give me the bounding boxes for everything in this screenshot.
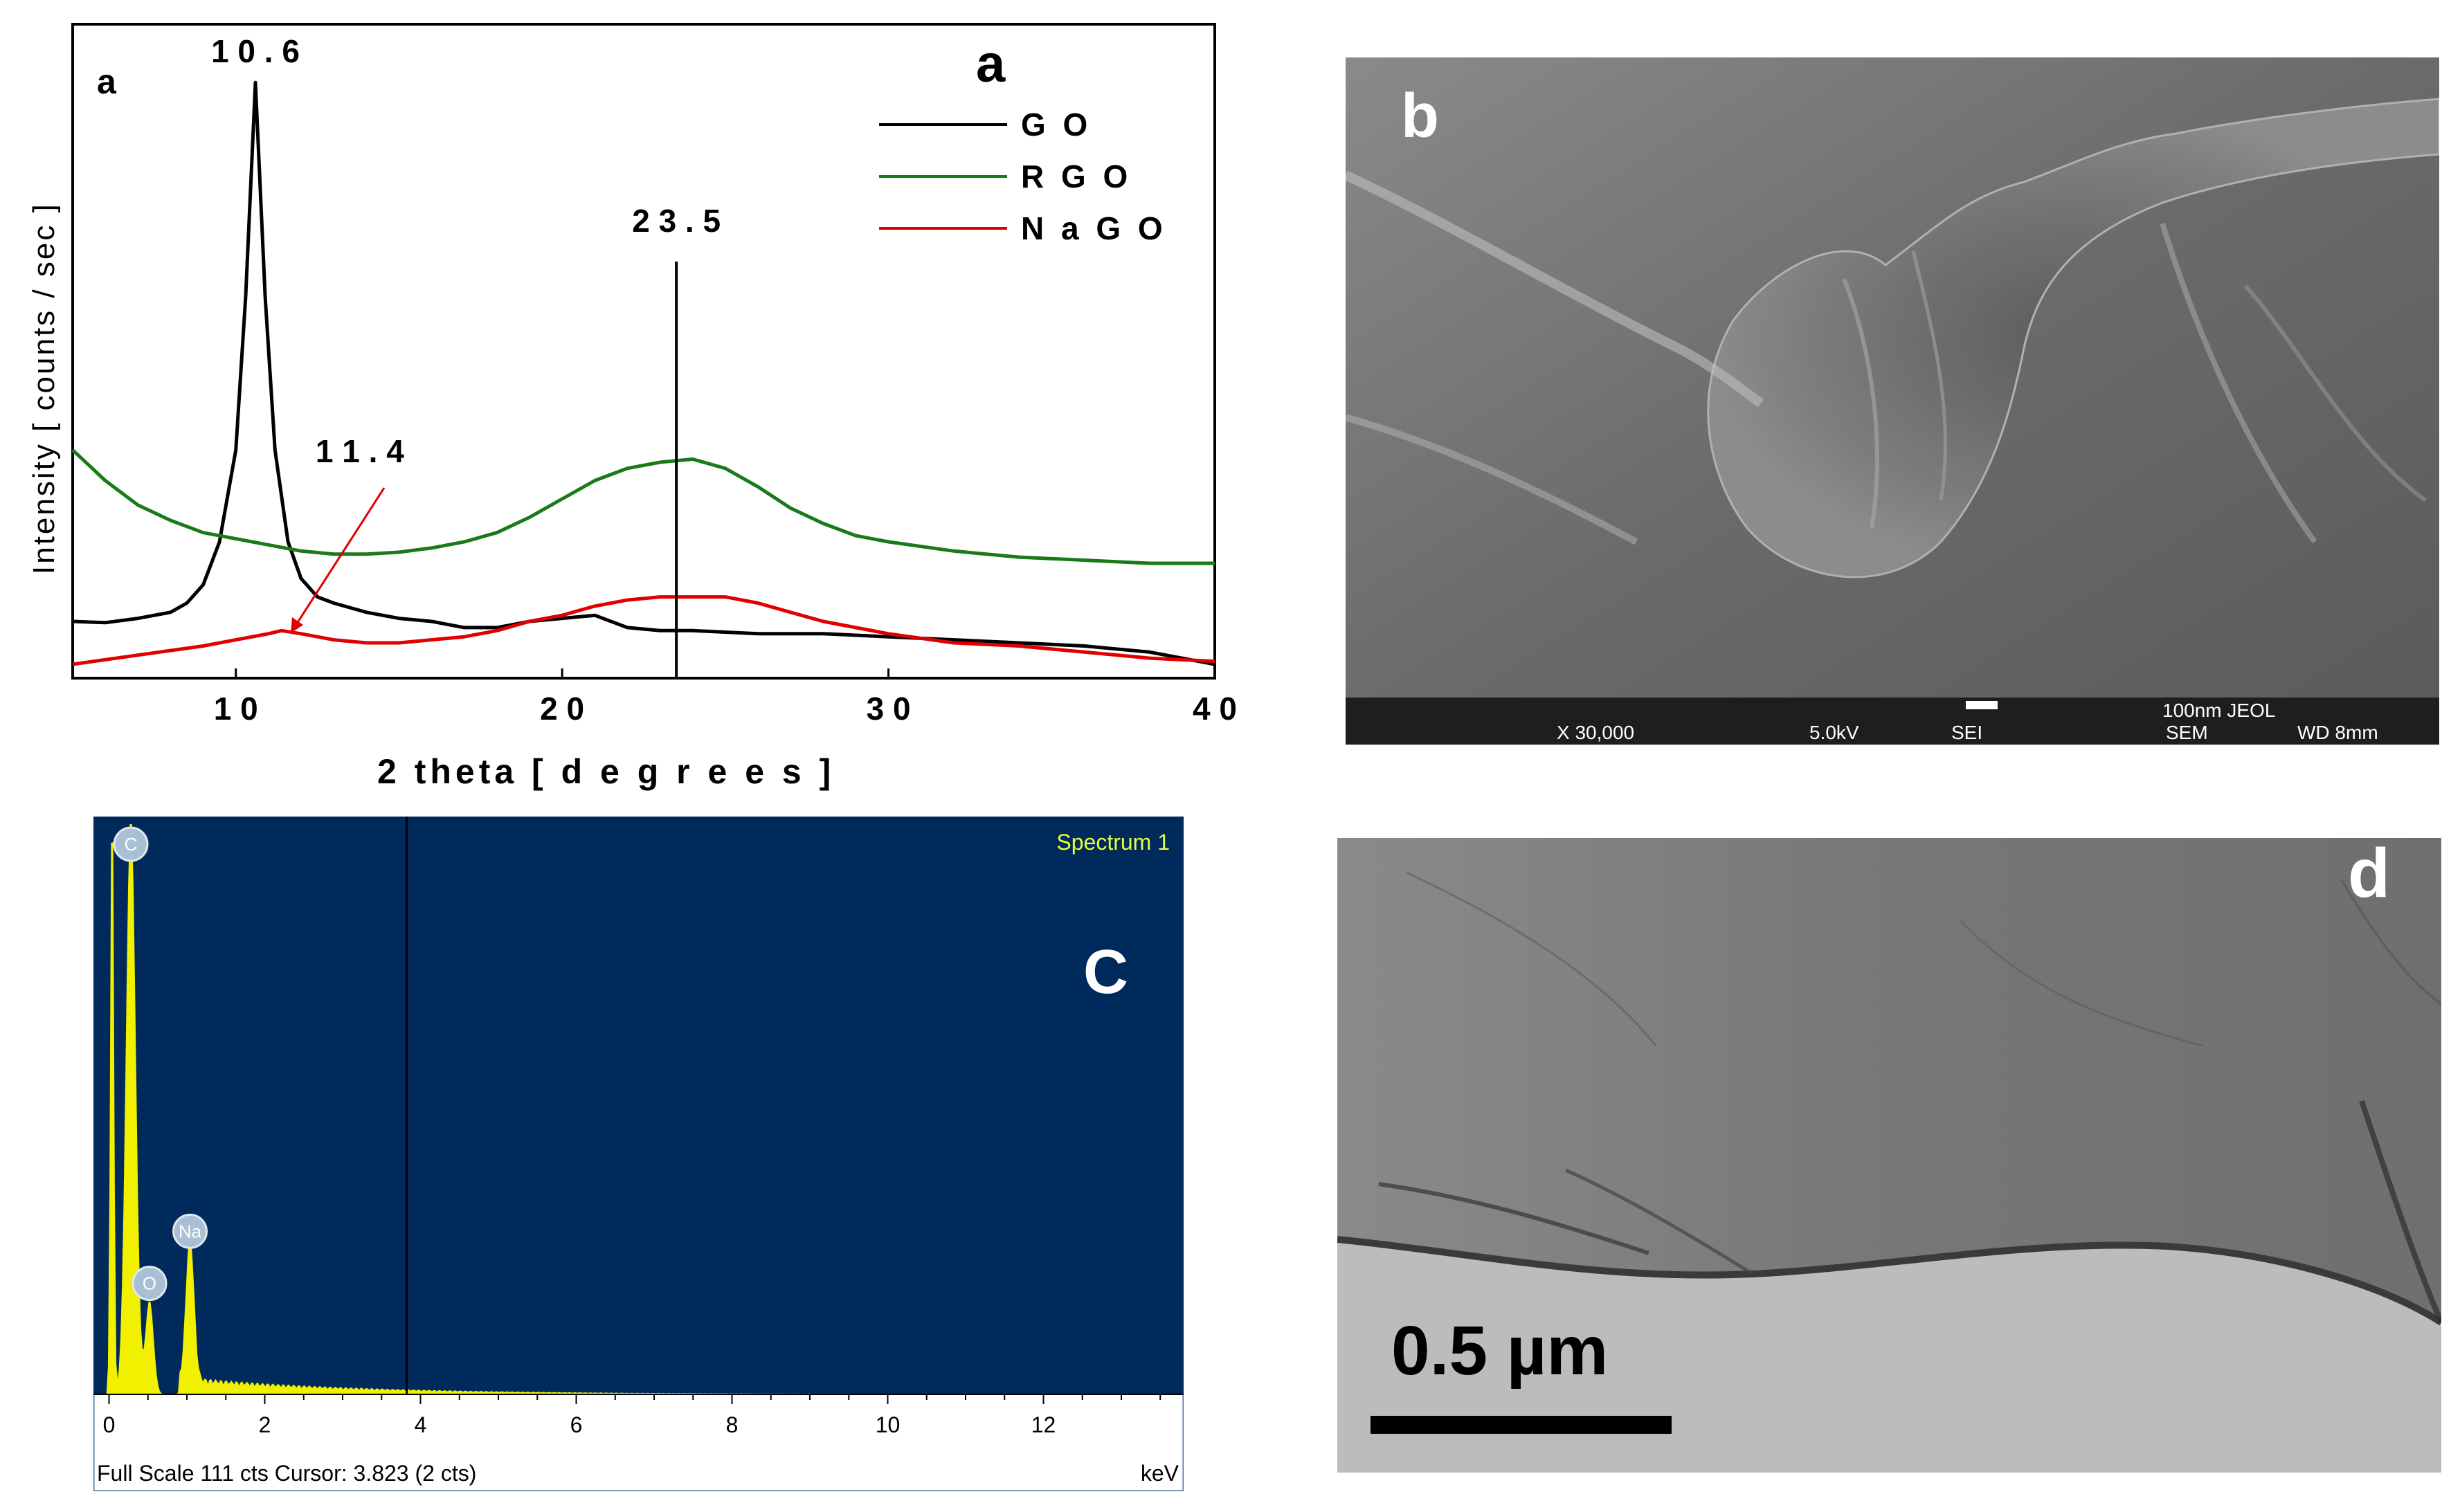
eds-peak-labels: C O Na: [113, 826, 208, 1302]
xrd-series-group: [71, 80, 1215, 666]
eds-x-tick-label: 6: [570, 1412, 583, 1437]
eds-peak-marker[interactable]: [172, 1213, 208, 1249]
eds-peak-label: C: [125, 834, 138, 855]
eds-x-tick-label: 0: [103, 1412, 116, 1437]
eds-footer-text: Full Scale 111 cts Cursor: 3.823 (2 cts): [97, 1461, 476, 1486]
tem-panel-letter: d: [2348, 838, 2390, 912]
eds-x-tick-label: 12: [1031, 1412, 1056, 1437]
xrd-peak-arrowhead-nago: [291, 617, 303, 633]
xrd-x-tick-label: 2 0: [540, 691, 584, 727]
xrd-peak-label-nago: 1 1 . 4: [316, 433, 404, 469]
eds-spectrum-title: Spectrum 1: [1056, 830, 1170, 855]
eds-chart-panel: C O Na 0 2 4 6 8 10 12 Spectrum 1 C Full Scale 1…: [92, 815, 1185, 1493]
eds-x-tick-label: 2: [259, 1412, 271, 1437]
sem-voltage: 5.0kV: [1809, 722, 1859, 743]
tem-scale-bar: [1371, 1416, 1672, 1434]
sem-instrument: SEM: [2166, 722, 2208, 743]
eds-peak-marker[interactable]: [132, 1266, 168, 1302]
sem-data-bar: [1346, 698, 2439, 745]
xrd-panel-letter-small: a: [97, 62, 117, 101]
eds-peak-label: Na: [179, 1221, 202, 1241]
xrd-x-tick-label: 4 0: [1193, 691, 1237, 727]
xrd-peak-label-go: 1 0 . 6: [211, 33, 300, 69]
xrd-plot-frame: [71, 23, 1216, 680]
xrd-series-line: [72, 595, 1215, 666]
xrd-chart: 1 0 2 0 3 0 4 0 1 0 . 6 2 3 . 5 1 1 . 4 G O R …: [27, 23, 1237, 791]
eds-x-tick-label: 4: [415, 1412, 427, 1437]
eds-x-tick-label: 8: [726, 1412, 739, 1437]
xrd-legend-label: N a G O: [1021, 210, 1167, 246]
eds-peak-marker[interactable]: [113, 826, 149, 862]
xrd-chart-panel: 1 0 2 0 3 0 4 0 1 0 . 6 2 3 . 5 1 1 . 4 G O R …: [0, 0, 1246, 803]
xrd-legend-label: G O: [1021, 107, 1092, 143]
xrd-peak-arrow-nago: [289, 487, 386, 634]
sem-working-distance: WD 8mm: [2297, 722, 2378, 743]
sem-micrograph: 100nm JEOL X 30,000 5.0kV SEI SEM WD 8mm…: [1346, 57, 2439, 745]
eds-panel-letter: C: [1083, 938, 1128, 1007]
xrd-legend-label: R G O: [1021, 158, 1132, 194]
tem-image-panel: d 0.5 µm: [1337, 838, 2441, 1473]
eds-chart: C O Na 0 2 4 6 8 10 12 Spectrum 1 C Full Scale 1…: [92, 815, 1185, 1493]
sem-magnification: X 30,000: [1557, 722, 1634, 743]
eds-x-axis: 0 2 4 6 8 10 12: [93, 1394, 1184, 1437]
eds-unit-label: keV: [1141, 1461, 1179, 1486]
sem-scale-bar: [1966, 701, 1998, 709]
xrd-annotations: 1 0 . 6 2 3 . 5 1 1 . 4: [211, 33, 721, 678]
eds-x-tick-label: 10: [876, 1412, 901, 1437]
eds-plot-area: [93, 817, 1184, 1394]
xrd-series-line: [71, 448, 1215, 565]
eds-peak-label: O: [143, 1273, 156, 1294]
xrd-x-tick-label: 3 0: [867, 691, 911, 727]
sem-panel-letter: b: [1401, 82, 1439, 151]
xrd-y-axis-title: Intensity [ counts / sec ]: [27, 202, 61, 574]
xrd-legend: G O R G O N a G O: [879, 107, 1167, 246]
tem-micrograph: d 0.5 µm: [1337, 838, 2441, 1473]
sem-image-panel: 100nm JEOL X 30,000 5.0kV SEI SEM WD 8mm…: [1346, 57, 2439, 745]
sem-detector: SEI: [1951, 722, 1982, 743]
xrd-panel-letter: a: [976, 35, 1006, 93]
xrd-x-axis-title: 2 theta [ d e g r e e s ]: [377, 752, 835, 791]
tem-scale-label: 0.5 µm: [1391, 1312, 1608, 1390]
xrd-peak-label-rgo: 2 3 . 5: [632, 203, 721, 239]
sem-scale-label: 100nm JEOL: [2162, 700, 2275, 721]
xrd-x-axis: 1 0 2 0 3 0 4 0: [214, 668, 1237, 727]
xrd-x-tick-label: 1 0: [214, 691, 258, 727]
xrd-series-line: [72, 80, 1215, 666]
